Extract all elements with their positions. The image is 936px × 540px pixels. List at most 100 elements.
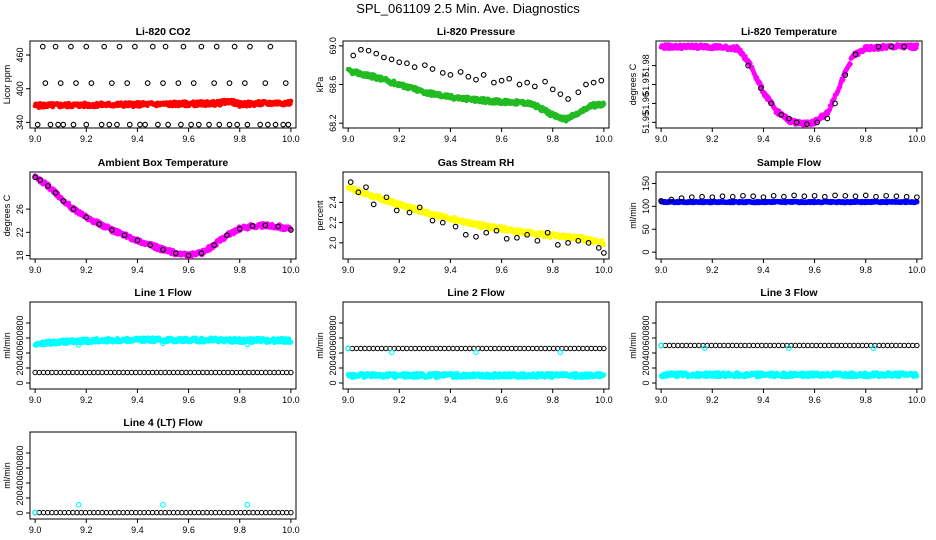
data-point — [244, 341, 251, 348]
y-tick-label: 400 — [641, 345, 651, 360]
data-point — [116, 43, 123, 50]
x-tick-label: 9.8 — [233, 134, 246, 144]
x-tick-label: 9.0 — [29, 265, 42, 275]
data-point — [175, 80, 182, 86]
data-point — [32, 174, 38, 181]
x-tick-label: 9.4 — [131, 395, 144, 405]
chart-title: Gas Stream RH — [438, 157, 514, 169]
x-tick-label: 9.6 — [808, 395, 821, 405]
y-tick-label: 0 — [641, 250, 651, 255]
y-tick-label: 340 — [15, 115, 25, 130]
chart-rh: Gas Stream RH 9.0 9.2 9.4 9.6 9.8 10.0 2.0 2.2 2.… — [315, 157, 613, 275]
data-point — [178, 121, 184, 128]
x-tick-label: 9.4 — [131, 265, 144, 275]
x-tick-label: 9.6 — [495, 265, 508, 275]
data-point — [108, 80, 115, 86]
y-tick-label: 150 — [641, 176, 651, 191]
data-point — [503, 235, 510, 242]
data-point — [195, 121, 202, 128]
data-point — [516, 81, 523, 88]
data-point — [198, 250, 205, 257]
data-point — [421, 62, 428, 69]
y-tick-label: 400 — [15, 81, 25, 96]
data-point — [678, 195, 685, 201]
x-tick-label: 9.8 — [546, 134, 559, 144]
data-point — [862, 192, 869, 199]
data-point — [83, 43, 90, 50]
y-tick-label: 68.2 — [328, 114, 338, 132]
plot-frame — [655, 40, 923, 129]
data-point — [852, 51, 859, 58]
x-tick-label: 9.6 — [495, 395, 508, 405]
y-tick-label: 0 — [15, 380, 25, 385]
y-tick-label: 200 — [328, 360, 338, 375]
data-point — [554, 241, 561, 248]
data-point — [457, 69, 464, 75]
data-point — [473, 233, 479, 240]
data-point — [781, 193, 787, 200]
data-point — [824, 115, 831, 122]
data-point — [262, 80, 269, 86]
chart-title: Line 1 Flow — [134, 287, 192, 299]
data-point — [160, 246, 166, 253]
y-axis-label: degrees C — [628, 63, 638, 105]
data-point — [531, 83, 538, 90]
data-point — [701, 345, 708, 351]
data-point — [452, 223, 459, 230]
data-point — [165, 121, 171, 128]
y-tick-label: 0 — [15, 510, 25, 515]
data-point — [688, 194, 695, 201]
data-point — [257, 121, 264, 128]
data-point — [483, 229, 490, 236]
data-point — [288, 98, 294, 104]
x-tick-label: 9.0 — [342, 134, 355, 144]
data-point — [524, 79, 531, 86]
data-point — [275, 223, 281, 230]
data-point — [914, 194, 920, 201]
y-tick-label: 200 — [15, 360, 25, 375]
data-layer — [345, 46, 607, 124]
x-tick-label: 10.0 — [908, 134, 926, 144]
data-point — [393, 207, 400, 214]
data-point — [190, 80, 197, 86]
x-tick-label: 9.4 — [757, 395, 770, 405]
data-point — [493, 227, 500, 234]
data-point — [98, 121, 105, 128]
x-tick-label: 9.8 — [546, 265, 559, 275]
x-tick-label: 9.2 — [706, 134, 719, 144]
plot-frame — [655, 301, 923, 390]
data-point — [160, 80, 166, 86]
y-tick-label: 200 — [641, 360, 651, 375]
x-tick-label: 9.2 — [80, 265, 93, 275]
y-tick-label: 68.6 — [328, 76, 338, 94]
data-point — [557, 91, 564, 98]
data-point — [575, 89, 582, 96]
data-point — [75, 501, 82, 508]
y-tick-label: 800 — [15, 315, 25, 330]
data-point — [793, 119, 800, 126]
data-point — [149, 43, 156, 50]
x-tick-label: 10.0 — [282, 525, 300, 535]
data-point — [388, 349, 395, 356]
data-point — [211, 242, 218, 248]
chart-title: Li-820 CO2 — [136, 26, 191, 38]
data-point — [236, 225, 243, 232]
data-point — [70, 121, 77, 128]
data-point — [114, 121, 120, 128]
data-point — [758, 85, 764, 92]
data-point — [804, 121, 810, 128]
data-point — [740, 192, 746, 199]
data-point — [216, 121, 223, 128]
y-axis-label: kPa — [315, 77, 325, 93]
x-tick-label: 9.2 — [706, 265, 719, 275]
y-tick-label: 26 — [15, 204, 25, 214]
data-point — [439, 70, 446, 76]
data-point — [770, 192, 777, 199]
data-point — [709, 194, 716, 201]
x-tick-label: 9.8 — [546, 395, 559, 405]
data-point — [45, 183, 51, 189]
data-point — [534, 237, 541, 244]
y-tick-label: 0 — [328, 380, 338, 385]
y-tick-label: 2.0 — [328, 237, 338, 250]
